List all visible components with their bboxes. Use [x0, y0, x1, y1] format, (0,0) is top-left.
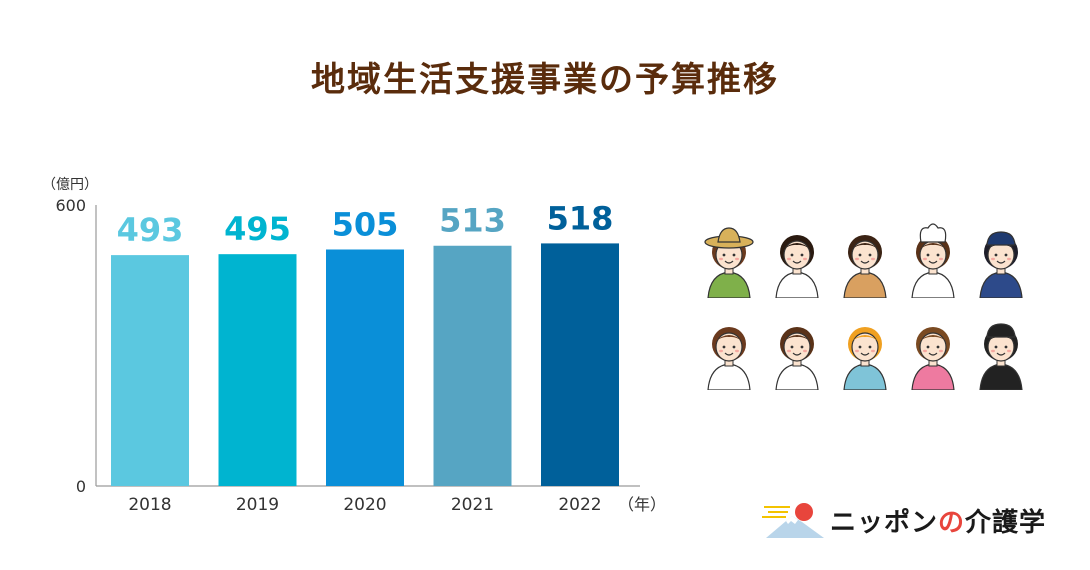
teacher-icon — [843, 235, 887, 298]
nurse-icon — [775, 327, 819, 390]
hairdresser-icon — [843, 327, 887, 390]
brand-logo-text-b: の — [938, 508, 966, 538]
y-tick-label: 0 — [76, 477, 86, 496]
farmer-icon — [704, 227, 754, 298]
x-tick-label-2019: 2019 — [236, 495, 279, 515]
office-worker-icon — [707, 327, 751, 390]
chart-title: 地域生活支援事業の予算推移 — [311, 60, 779, 100]
brand-logo: ニッポンの介護学 — [762, 500, 1062, 540]
bar-2022 — [541, 243, 619, 486]
bar-2018 — [111, 255, 189, 486]
value-label-2022: 518 — [547, 199, 614, 237]
value-label-2019: 495 — [224, 210, 291, 248]
label-layer: 493 2018 495 2019 505 2020 513 2021 518 2022 （年） — [117, 199, 666, 515]
x-tick-label-2020: 2020 — [343, 495, 386, 515]
nursery-teacher-icon — [911, 327, 955, 390]
police-officer-icon — [979, 231, 1023, 298]
bar-2019 — [218, 254, 297, 486]
value-label-2021: 513 — [439, 202, 506, 240]
x-axis-unit: （年） — [618, 495, 666, 514]
y-axis-unit: （億円） — [42, 177, 98, 193]
y-tick-label: 600 — [55, 196, 86, 215]
brand-logo-text-c: 介護学 — [965, 508, 1047, 538]
bar-2020 — [326, 249, 404, 486]
value-label-2018: 493 — [117, 211, 184, 249]
brand-logo-text: ニッポンの介護学 — [830, 502, 1046, 539]
waiter-icon — [979, 323, 1023, 390]
doctor-icon — [775, 235, 819, 298]
x-tick-label-2022: 2022 — [558, 495, 601, 515]
fuji-sun-logo-icon — [762, 503, 824, 538]
professions-illustration — [698, 218, 1038, 398]
brand-logo-text-a: ニッポン — [830, 508, 939, 538]
chef-icon — [911, 223, 955, 298]
value-label-2020: 505 — [332, 205, 399, 243]
bar-2021 — [433, 245, 512, 486]
x-tick-label-2021: 2021 — [451, 495, 494, 515]
x-tick-label-2018: 2018 — [128, 495, 171, 515]
bar-layer — [111, 243, 619, 486]
